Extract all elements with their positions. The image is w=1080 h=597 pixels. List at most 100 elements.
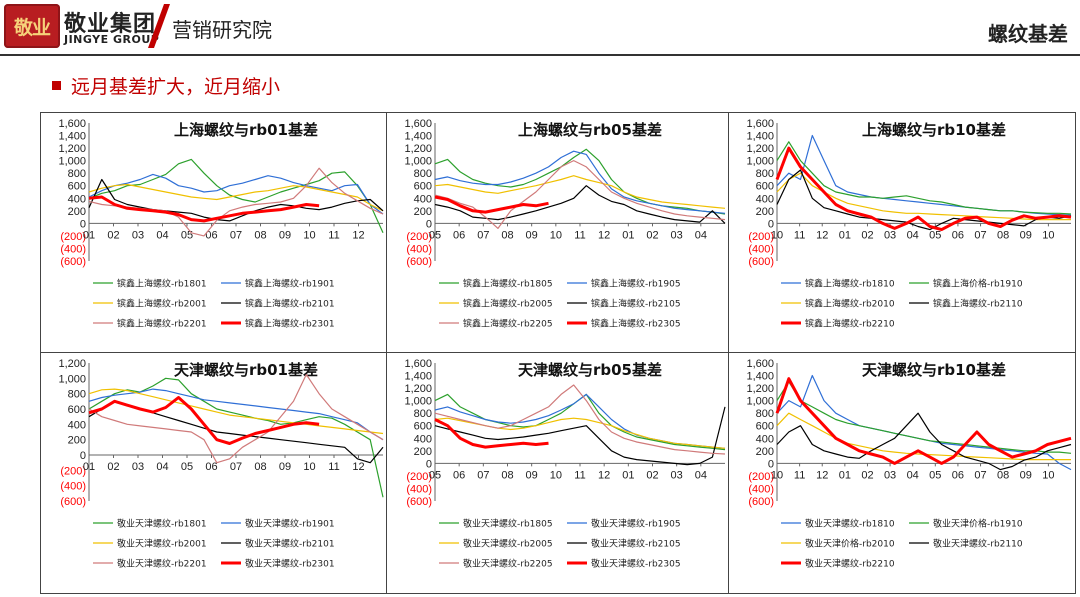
company-name: 敬业集团 — [64, 12, 157, 37]
y-tick-label: 800 — [68, 168, 86, 180]
y-tick-label: 0 — [426, 218, 432, 230]
legend-label: 镔鑫上海螺纹-rb2005 — [463, 298, 553, 310]
y-tick-label: 1,000 — [404, 396, 432, 408]
x-tick-label: 04 — [695, 469, 707, 481]
y-tick-label: 400 — [68, 193, 86, 205]
x-tick-label: 10 — [1042, 229, 1054, 241]
series-line — [434, 393, 726, 449]
legend-label: 镔鑫上海螺纹-rb2201 — [117, 318, 207, 330]
y-tick-label: 200 — [414, 206, 432, 218]
x-tick-label: 10 — [303, 461, 315, 473]
legend-label: 镔鑫上海螺纹-rb1810 — [805, 278, 895, 290]
x-tick-label: 06 — [453, 229, 465, 241]
x-tick-label: 12 — [598, 469, 610, 481]
y-tick-label: (400) — [748, 483, 774, 495]
x-tick-label: 01 — [622, 229, 634, 241]
y-tick-label: 1,400 — [746, 131, 774, 143]
legend-label: 敬业天津螺纹-rb2001 — [117, 538, 207, 550]
legend-label: 镔鑫上海螺纹-rb2110 — [933, 298, 1023, 310]
x-tick-label: 11 — [328, 229, 339, 241]
series-line — [434, 406, 726, 466]
slide-subtitle: 远月基差扩大，近月缩小 — [52, 72, 280, 99]
y-tick-label: 1,200 — [404, 143, 432, 155]
y-tick-label: 600 — [68, 404, 86, 416]
legend-label: 镔鑫上海螺纹-rb2101 — [245, 298, 335, 310]
series-line — [434, 418, 549, 449]
y-tick-label: 1,000 — [746, 156, 774, 168]
x-tick-label: 09 — [526, 229, 538, 241]
legend-label: 敬业天津螺纹-rb2201 — [117, 558, 207, 570]
y-tick-label: (400) — [60, 243, 86, 255]
legend-label: 敬业天津螺纹-rb1810 — [805, 518, 895, 530]
series-line — [775, 377, 1072, 465]
y-tick-label: (400) — [748, 243, 774, 255]
y-tick-label: 400 — [414, 433, 432, 445]
y-tick-label: 200 — [756, 446, 774, 458]
y-tick-label: 600 — [756, 181, 774, 193]
x-tick-label: 08 — [254, 461, 266, 473]
y-tick-label: 1,600 — [58, 118, 86, 130]
x-tick-label: 03 — [884, 469, 896, 481]
legend-label: 镔鑫上海螺纹-rb2301 — [245, 318, 335, 330]
y-tick-label: 1,400 — [404, 371, 432, 383]
x-tick-label: 08 — [501, 469, 513, 481]
x-tick-label: 10 — [550, 469, 562, 481]
x-tick-label: 03 — [671, 469, 683, 481]
legend-label: 镔鑫上海螺纹-rb2205 — [463, 318, 553, 330]
y-tick-label: 200 — [68, 206, 86, 218]
x-tick-label: 07 — [230, 229, 242, 241]
series-line — [88, 388, 384, 441]
x-tick-label: 05 — [929, 229, 941, 241]
company-name-en: JINGYE GROUP — [64, 33, 160, 46]
y-tick-label: 800 — [414, 408, 432, 420]
legend-label: 敬业天津螺纹-rb1805 — [463, 518, 553, 530]
series-line — [776, 169, 1072, 231]
legend-label: 敬业天津螺纹-rb2301 — [245, 558, 335, 570]
x-tick-label: 06 — [952, 229, 964, 241]
chart-panel-sh-rb10: 1,600 1,400 1,200 1,000 800 600 400 200 0 (200) (4… — [728, 112, 1076, 354]
series-line — [88, 178, 384, 222]
legend-label: 敬业天津价格-rb2010 — [805, 538, 895, 550]
x-tick-label: 10 — [771, 229, 783, 241]
series-line — [434, 393, 726, 451]
x-tick-label: 12 — [352, 461, 364, 473]
y-tick-label: 1,400 — [58, 131, 86, 143]
x-tick-label: 08 — [501, 229, 513, 241]
x-tick-label: 12 — [816, 229, 828, 241]
legend-label: 敬业天津螺纹-rb2205 — [463, 558, 553, 570]
chart-panel-tj-rb05: 1,600 1,400 1,200 1,000 800 600 400 200 0 (200) (4… — [386, 352, 730, 594]
x-tick-label: 11 — [328, 461, 339, 473]
series-line — [776, 412, 1072, 471]
y-tick-label: 1,200 — [58, 143, 86, 155]
x-tick-label: 09 — [1020, 469, 1032, 481]
y-tick-label: (600) — [406, 496, 432, 508]
legend-label: 敬业天津螺纹-rb2105 — [591, 538, 681, 550]
section-title: 螺纹基差 — [988, 22, 1068, 46]
x-tick-label: 05 — [181, 229, 193, 241]
y-tick-label: (200) — [60, 231, 86, 243]
y-tick-label: 400 — [756, 433, 774, 445]
x-tick-label: 08 — [997, 469, 1009, 481]
y-tick-label: (600) — [60, 496, 86, 508]
chart-title: 上海螺纹与rb05基差 — [518, 121, 662, 139]
y-tick-label: 0 — [426, 458, 432, 470]
legend-label: 敬业天津螺纹-rb2210 — [805, 558, 895, 570]
y-tick-label: 1,200 — [58, 358, 86, 370]
x-tick-label: 02 — [107, 229, 119, 241]
legend-label: 敬业天津螺纹-rb1801 — [117, 518, 207, 530]
y-tick-label: 800 — [414, 168, 432, 180]
x-tick-label: 11 — [794, 229, 805, 241]
y-tick-label: 200 — [414, 446, 432, 458]
x-tick-label: 07 — [230, 461, 242, 473]
y-tick-label: 1,000 — [746, 396, 774, 408]
y-tick-label: 0 — [768, 458, 774, 470]
series-line — [88, 173, 384, 215]
x-tick-label: 11 — [574, 469, 585, 481]
x-tick-label: 04 — [907, 229, 919, 241]
series-line — [88, 158, 384, 234]
y-tick-label: 800 — [756, 168, 774, 180]
y-tick-label: 1,600 — [404, 358, 432, 370]
x-tick-label: 04 — [156, 229, 168, 241]
chart-svg: 1,6001,4001,2001,0008006004002000(200)(4… — [58, 118, 384, 330]
series-line — [88, 377, 384, 498]
